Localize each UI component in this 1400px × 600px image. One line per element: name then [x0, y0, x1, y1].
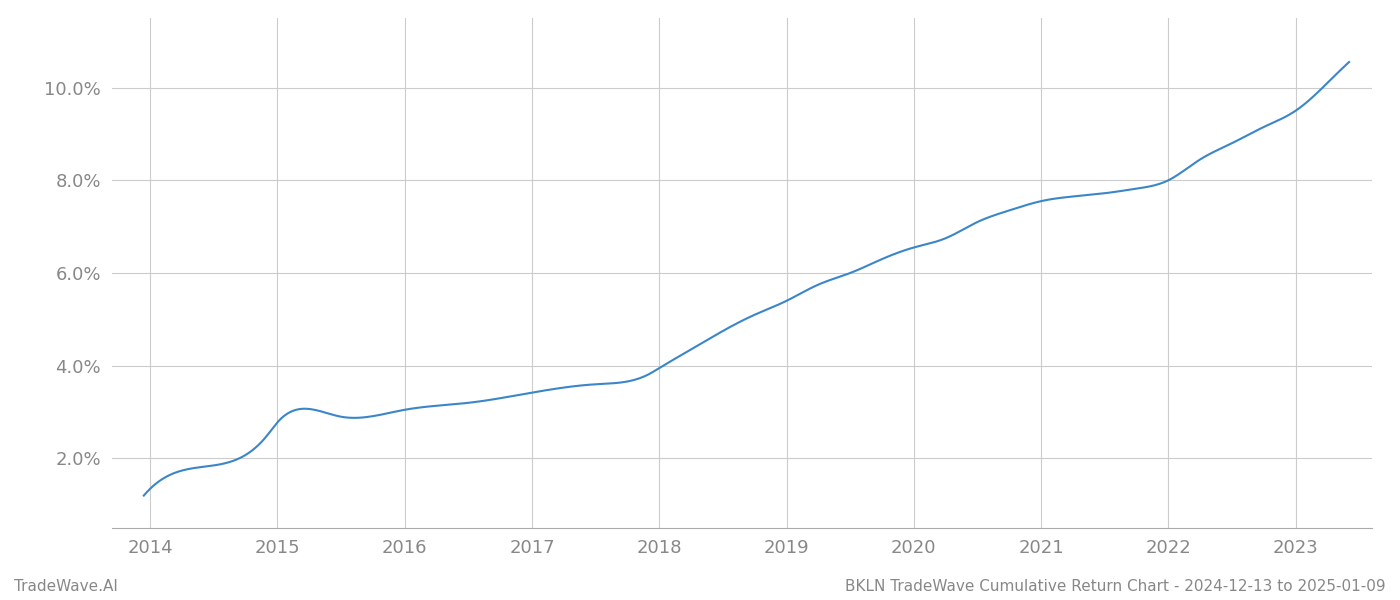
Text: TradeWave.AI: TradeWave.AI — [14, 579, 118, 594]
Text: BKLN TradeWave Cumulative Return Chart - 2024-12-13 to 2025-01-09: BKLN TradeWave Cumulative Return Chart -… — [846, 579, 1386, 594]
